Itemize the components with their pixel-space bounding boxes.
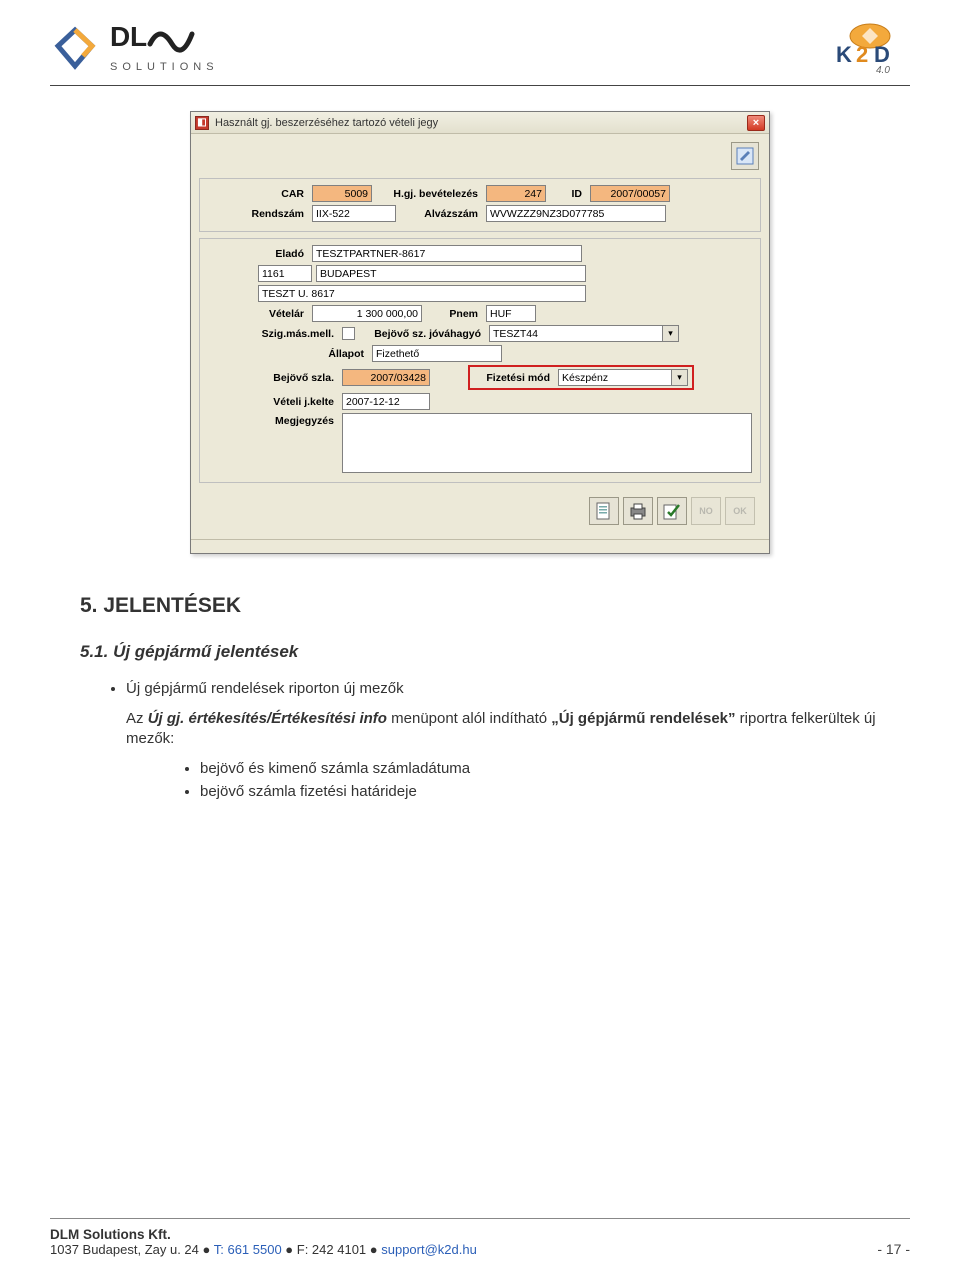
label-vetelar: Vételár: [208, 308, 308, 320]
check-icon-button[interactable]: [657, 497, 687, 525]
edit-icon-button[interactable]: [731, 142, 759, 170]
memo-megjegyzes[interactable]: [342, 413, 752, 473]
close-button[interactable]: ×: [747, 115, 765, 131]
label-megjegyzes: Megjegyzés: [208, 413, 338, 427]
panel-top: CAR 5009 H.gj. bevételezés 247 ID 2007/0…: [199, 178, 761, 232]
dialog-window: ◧ Használt gj. beszerzéséhez tartozó vét…: [190, 111, 770, 554]
field-veteli-kelte[interactable]: 2007-12-12: [342, 393, 430, 410]
field-vetelar[interactable]: 1 300 000,00: [312, 305, 422, 322]
no-button[interactable]: NO: [691, 497, 721, 525]
heading-h3: 5.1. Új gépjármű jelentések: [80, 642, 880, 662]
sub-bullet-1: bejövő és kimenő számla számladátuma: [200, 760, 880, 777]
label-allapot: Állapot: [208, 348, 368, 360]
ok-button[interactable]: OK: [725, 497, 755, 525]
label-id: ID: [550, 188, 586, 200]
field-hgj[interactable]: 247: [486, 185, 546, 202]
logo-left: D L SOLUTIONS: [50, 22, 260, 73]
svg-text:4.0: 4.0: [876, 65, 890, 75]
field-car[interactable]: 5009: [312, 185, 372, 202]
svg-text:2: 2: [856, 42, 868, 67]
label-bejovo-szla: Bejövő szla.: [208, 372, 338, 384]
svg-text:D: D: [110, 22, 131, 52]
field-bejovo-szla[interactable]: 2007/03428: [342, 369, 430, 386]
page-number: - 17 -: [877, 1241, 910, 1257]
label-rendszam: Rendszám: [208, 208, 308, 220]
field-rendszam[interactable]: IIX-522: [312, 205, 396, 222]
svg-text:K: K: [836, 42, 852, 67]
field-utca[interactable]: TESZT U. 8617: [258, 285, 586, 302]
label-car: CAR: [208, 188, 308, 200]
field-id[interactable]: 2007/00057: [590, 185, 670, 202]
dropdown-jovahagyo[interactable]: TESZT44 ▾: [489, 325, 679, 342]
label-pnem: Pnem: [426, 308, 482, 320]
field-varos[interactable]: BUDAPEST: [316, 265, 586, 282]
logo-right: K 2 D 4.0: [830, 20, 910, 75]
label-szig: Szig.más.mell.: [208, 328, 338, 340]
field-jovahagyo: TESZT44: [489, 325, 663, 342]
label-hgj: H.gj. bevételezés: [376, 188, 482, 200]
highlight-fizetesi-mod: Fizetési mód Készpénz ▾: [468, 365, 694, 390]
dlm-logo-icon: [50, 26, 100, 70]
statusbar: [191, 539, 769, 553]
titlebar: ◧ Használt gj. beszerzéséhez tartozó vét…: [191, 112, 769, 134]
field-fiz-mod: Készpénz: [558, 369, 672, 386]
label-veteli-kelte: Vételi j.kelte: [208, 396, 338, 408]
logo-text-sub: SOLUTIONS: [110, 61, 260, 73]
page-header: D L SOLUTIONS K 2 D 4.0: [50, 20, 910, 86]
button-row: NO OK: [195, 489, 765, 535]
checkbox-szig[interactable]: [342, 327, 355, 340]
svg-text:D: D: [874, 42, 890, 67]
field-allapot[interactable]: Fizethető: [372, 345, 502, 362]
logo-text-big: D L: [110, 22, 260, 61]
svg-text:L: L: [130, 22, 148, 52]
dropdown-fiz-mod[interactable]: Készpénz ▾: [558, 369, 688, 386]
print-icon-button[interactable]: [623, 497, 653, 525]
heading-h2: 5. JELENTÉSEK: [80, 594, 880, 618]
app-icon: ◧: [195, 116, 209, 130]
bullet-main: Új gépjármű rendelések riporton új mezők: [126, 680, 880, 697]
label-alvazszam: Alvázszám: [400, 208, 482, 220]
window-title: Használt gj. beszerzéséhez tartozó vétel…: [215, 117, 747, 129]
sub-bullet-2: bejövő számla fizetési határideje: [200, 783, 880, 800]
paragraph: Az Új gj. értékesítés/Értékesítési info …: [80, 709, 880, 750]
label-fiz-mod: Fizetési mód: [474, 372, 554, 384]
page-footer: DLM Solutions Kft. 1037 Budapest, Zay u.…: [50, 1218, 910, 1257]
label-elado: Eladó: [208, 248, 308, 260]
footer-address: 1037 Budapest, Zay u. 24 ● T: 661 5500 ●…: [50, 1242, 477, 1257]
chevron-down-icon[interactable]: ▾: [672, 369, 688, 386]
label-jovahagyo: Bejövő sz. jóváhagyó: [359, 328, 485, 340]
field-pnem[interactable]: HUF: [486, 305, 536, 322]
chevron-down-icon[interactable]: ▾: [663, 325, 679, 342]
document-icon-button[interactable]: [589, 497, 619, 525]
body-text: 5. JELENTÉSEK 5.1. Új gépjármű jelentése…: [50, 554, 910, 800]
field-elado[interactable]: TESZTPARTNER-8617: [312, 245, 582, 262]
field-alvazszam[interactable]: WVWZZZ9NZ3D077785: [486, 205, 666, 222]
field-irsz[interactable]: 1161: [258, 265, 312, 282]
footer-company: DLM Solutions Kft.: [50, 1227, 477, 1242]
panel-elado: Eladó TESZTPARTNER-8617 1161 BUDAPEST TE…: [199, 238, 761, 483]
